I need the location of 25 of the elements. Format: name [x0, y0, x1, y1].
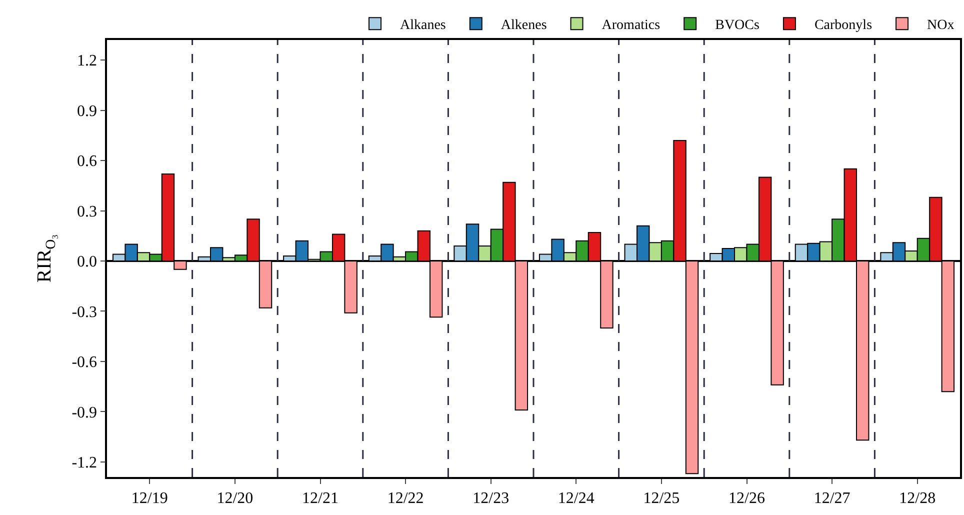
y-tick-label: 1.2 — [77, 52, 98, 70]
y-tick-label: -1.2 — [72, 454, 98, 472]
y-tick-label: 0.9 — [77, 102, 98, 120]
y-tick-label: 0.3 — [77, 203, 98, 220]
x-tick-label: 12/27 — [814, 490, 850, 507]
y-tick-label: -0.9 — [72, 404, 98, 422]
x-tick-label: 12/28 — [899, 490, 936, 507]
x-tick-label: 12/22 — [387, 490, 424, 507]
x-tick-label: 12/24 — [558, 490, 594, 507]
y-tick-label: 0.6 — [77, 153, 98, 170]
y-tick-label: -0.3 — [72, 304, 98, 321]
legend-label: Carbonyls — [814, 18, 872, 34]
legend-label: Alkanes — [400, 18, 446, 34]
legend-label: NOx — [927, 18, 954, 34]
legend-label: BVOCs — [715, 18, 760, 34]
x-tick-label: 12/19 — [131, 490, 168, 507]
y-tick-label: -0.6 — [72, 354, 98, 372]
y-tick-label: 0.0 — [77, 254, 98, 271]
x-tick-label: 12/20 — [216, 490, 254, 507]
legend-label: Alkenes — [500, 18, 547, 34]
x-tick-label: 12/21 — [302, 490, 338, 507]
legend-label: Aromatics — [602, 18, 660, 34]
x-tick-label: 12/26 — [728, 490, 765, 507]
x-tick-label: 12/23 — [472, 490, 510, 507]
x-tick-label: 12/25 — [643, 490, 680, 507]
